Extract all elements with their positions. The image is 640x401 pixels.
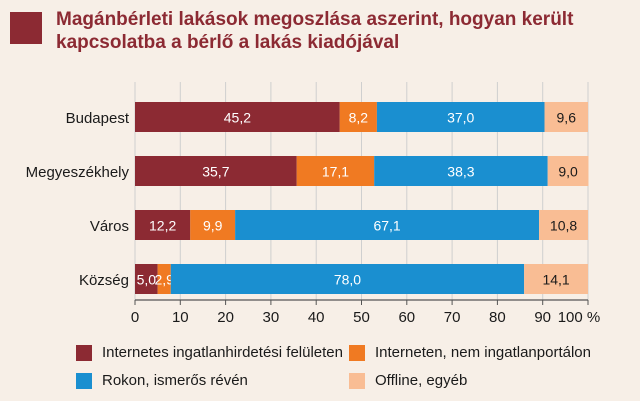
bar-segment-0-3 [544, 102, 588, 132]
legend-swatch-0 [76, 344, 92, 361]
bar-segment-2-2 [235, 210, 540, 240]
data-label-0-3: 9,6 [557, 110, 577, 126]
bar-segment-2-1 [190, 210, 236, 240]
data-label-1-3: 9,0 [558, 164, 578, 180]
title-marker [10, 12, 42, 44]
x-tick-label-100: 100 % [558, 309, 601, 326]
bar-segment-3-2 [170, 264, 525, 294]
category-label-2: Város [90, 218, 129, 235]
x-tick-label-10: 10 [172, 309, 189, 326]
x-tick-label-70: 70 [444, 309, 461, 326]
legend-swatch-3 [349, 372, 365, 389]
bar-segment-2-0 [135, 210, 191, 240]
data-label-1-0: 35,7 [202, 164, 229, 180]
x-tick-label-60: 60 [398, 309, 415, 326]
bar-segment-1-2 [374, 156, 548, 186]
chart-title-line-1: Magánbérleti lakások megoszlása aszerint… [56, 9, 574, 30]
data-label-2-0: 12,2 [149, 218, 176, 234]
data-label-3-1: 2,9 [154, 272, 174, 288]
bar-segment-0-0 [135, 102, 340, 132]
x-tick-label-30: 30 [263, 309, 280, 326]
category-label-1: Megyeszékhely [26, 164, 130, 181]
data-label-2-1: 9,9 [203, 218, 223, 234]
bar-segment-1-3 [547, 156, 589, 186]
x-tick-label-40: 40 [308, 309, 325, 326]
data-label-0-1: 8,2 [349, 110, 369, 126]
legend-item-3: Offline, egyéb [349, 372, 467, 389]
bar-segment-0-1 [339, 102, 377, 132]
data-label-1-1: 17,1 [322, 164, 349, 180]
x-tick-label-0: 0 [131, 309, 139, 326]
chart-title: Magánbérleti lakások megoszlása aszerint… [56, 8, 616, 54]
legend-swatch-2 [76, 372, 92, 389]
legend-label-3: Offline, egyéb [375, 372, 468, 389]
data-label-3-3: 14,1 [542, 272, 569, 288]
legend-item-0: Internetes ingatlanhirdetési felületen [76, 344, 343, 361]
legend-label-2: Rokon, ismerős révén [102, 372, 248, 389]
data-label-3-0: 5,0 [137, 272, 157, 288]
bar-segment-1-0 [135, 156, 297, 186]
bar-segment-1-1 [296, 156, 375, 186]
category-label-0: Budapest [66, 110, 130, 127]
chart-title-line-2: kapcsolatba a bérlő a lakás kiadójával [56, 32, 400, 53]
data-label-2-2: 67,1 [373, 218, 400, 234]
bar-segment-0-2 [376, 102, 545, 132]
legend-item-2: Rokon, ismerős révén [76, 372, 248, 389]
bar-segment-3-3 [524, 264, 588, 294]
chart-legend: Internetes ingatlanhirdetési felületen In… [76, 344, 636, 400]
x-tick-label-50: 50 [353, 309, 370, 326]
bar-segment-2-3 [539, 210, 588, 240]
bar-segment-3-0 [135, 264, 158, 294]
x-tick-label-20: 20 [217, 309, 234, 326]
data-label-0-2: 37,0 [447, 110, 474, 126]
legend-label-1: Interneten, nem ingatlanportálon [375, 344, 591, 361]
data-label-3-2: 78,0 [334, 272, 361, 288]
legend-swatch-1 [349, 344, 365, 361]
data-label-0-0: 45,2 [224, 110, 251, 126]
legend-label-0: Internetes ingatlanhirdetési felületen [102, 344, 343, 361]
x-tick-label-90: 90 [534, 309, 551, 326]
data-label-1-2: 38,3 [447, 164, 474, 180]
bar-segment-3-1 [157, 264, 171, 294]
x-tick-label-80: 80 [489, 309, 506, 326]
legend-item-1: Interneten, nem ingatlanportálon [349, 344, 591, 361]
category-label-3: Község [79, 272, 129, 289]
data-label-2-3: 10,8 [550, 218, 577, 234]
